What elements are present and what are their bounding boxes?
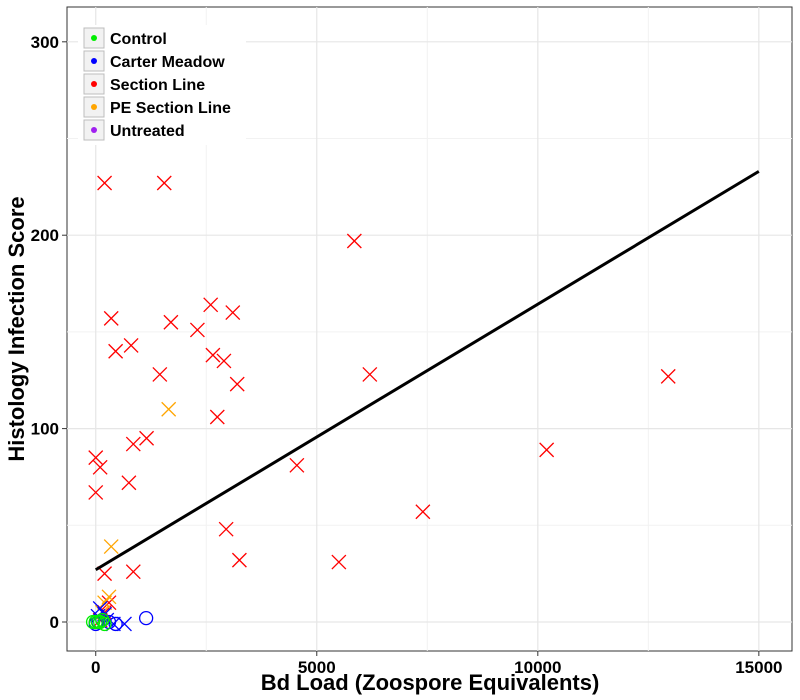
section-line-point xyxy=(97,175,113,191)
section-line-point xyxy=(218,521,234,537)
legend-label: Control xyxy=(110,31,167,48)
section-line-point xyxy=(331,554,347,570)
y-axis-title: Histology Infection Score xyxy=(4,196,29,461)
x-tick-label: 5000 xyxy=(298,658,336,677)
y-axis: 0 100 200 300 xyxy=(31,33,67,632)
legend-label: Untreated xyxy=(110,123,185,140)
x-axis-title: Bd Load (Zoospore Equivalents) xyxy=(261,670,600,695)
y-tick-label: 100 xyxy=(31,420,59,439)
trend-line xyxy=(94,170,760,572)
section-line-point xyxy=(346,233,362,249)
section-line-point xyxy=(205,347,221,363)
section-line-point xyxy=(125,564,141,580)
control-point xyxy=(95,612,110,628)
pe-section-line-point xyxy=(161,401,177,417)
x-tick-label: 15000 xyxy=(735,658,782,677)
section-line-point xyxy=(101,595,117,611)
pe-section-line-point xyxy=(103,539,119,555)
legend-swatch xyxy=(91,127,97,133)
y-tick-label: 300 xyxy=(31,33,59,52)
y-tick-label: 200 xyxy=(31,226,59,245)
section-line-point xyxy=(103,310,119,326)
section-line-point xyxy=(289,457,305,473)
section-line-point xyxy=(362,366,378,382)
section-line-point xyxy=(152,366,168,382)
section-line-point xyxy=(108,343,124,359)
data-points xyxy=(85,175,676,632)
legend-label: Carter Meadow xyxy=(110,54,225,71)
section-line-point xyxy=(189,322,205,338)
section-line-point xyxy=(225,305,241,321)
legend-label: PE Section Line xyxy=(110,100,231,117)
legend-label: Section Line xyxy=(110,77,205,94)
section-line-point xyxy=(92,459,108,475)
legend-background xyxy=(78,25,246,145)
section-line-point xyxy=(203,297,219,313)
control-point xyxy=(97,616,112,632)
section-line-point xyxy=(163,314,179,330)
section-line-point xyxy=(216,353,232,369)
legend-swatch xyxy=(91,35,97,41)
section-line-point xyxy=(88,450,104,466)
section-line-point xyxy=(415,504,431,520)
section-line-point xyxy=(123,337,139,353)
carter-meadow-point xyxy=(138,610,154,626)
legend: Control Carter Meadow Section Line PE Secti… xyxy=(78,25,246,145)
legend-swatch xyxy=(91,104,97,110)
section-line-point xyxy=(139,430,155,446)
x-tick-label: 0 xyxy=(91,658,100,677)
section-line-point xyxy=(231,552,247,568)
section-line-point xyxy=(125,436,141,452)
section-line-point xyxy=(229,376,245,392)
y-tick-label: 0 xyxy=(50,613,59,632)
section-line-point xyxy=(209,409,225,425)
section-line-point xyxy=(121,475,137,491)
legend-swatch xyxy=(91,81,97,87)
x-tick-label: 10000 xyxy=(514,658,561,677)
x-axis: 0 5000 10000 15000 xyxy=(91,651,782,677)
section-line-point xyxy=(539,442,555,458)
legend-swatch xyxy=(91,58,97,64)
carter-meadow-point xyxy=(117,616,132,632)
section-line-point xyxy=(660,368,676,384)
carter-meadow-point xyxy=(108,616,123,632)
section-line-point xyxy=(88,484,104,500)
section-line-point xyxy=(156,175,172,191)
